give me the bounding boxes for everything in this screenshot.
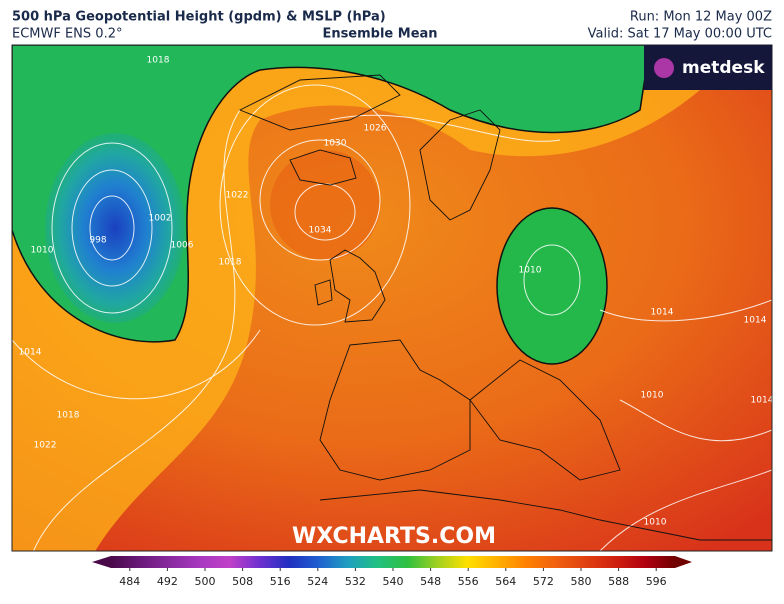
isobar-label: 1010	[519, 266, 542, 276]
isobar-label: 1010	[31, 246, 54, 256]
colorbar-end	[92, 556, 111, 568]
product: Ensemble Mean	[322, 27, 437, 42]
colorbar-tick-label: 540	[383, 575, 404, 588]
colorbar-tick-label: 508	[232, 575, 253, 588]
isobar-label: 1034	[309, 226, 332, 236]
isobar-label: 1018	[57, 411, 80, 421]
isobar-label: 1010	[641, 391, 664, 401]
colorbar-tick-label: 596	[646, 575, 667, 588]
colorbar-tick-label: 484	[119, 575, 140, 588]
colorbar-end	[675, 556, 692, 568]
colorbar-tick-label: 492	[157, 575, 178, 588]
isobar-label: 1018	[219, 258, 242, 268]
colorbar-tick-label: 524	[307, 575, 328, 588]
colorbar-tick-label: 572	[533, 575, 554, 588]
isobar-label: 998	[89, 236, 106, 246]
colorbar-scale	[111, 556, 675, 568]
isobar-label: 1022	[34, 441, 57, 451]
colorbar: 484 492 500 508 516 524 532 540 548 556 564 572 580 5…	[92, 556, 692, 588]
title: 500 hPa Geopotential Height (gpdm) & MSL…	[12, 10, 386, 25]
isobar-label: 1022	[226, 191, 249, 201]
colorbar-tick-label: 564	[495, 575, 516, 588]
colorbar-tick-label: 516	[270, 575, 291, 588]
isobar-label: 1030	[324, 139, 347, 149]
colorbar-tick-label: 580	[571, 575, 592, 588]
colorbar-tick-label: 532	[345, 575, 366, 588]
colorbar-tick-label: 556	[458, 575, 479, 588]
isobar-label: 1010	[644, 518, 667, 528]
logo: metdesk	[682, 58, 765, 78]
isobar-label: 1014	[651, 308, 674, 318]
isobar-label: 1018	[147, 56, 170, 66]
run-time: Run: Mon 12 May 00Z	[630, 10, 772, 25]
valid-time: Valid: Sat 17 May 00:00 UTC	[588, 27, 772, 42]
isobar-label: 1006	[171, 241, 194, 251]
isobar-label: 1002	[149, 214, 172, 224]
isobar-label: 1014	[744, 316, 767, 326]
colorbar-tick-label: 588	[608, 575, 629, 588]
isobar-label: 1014	[19, 348, 42, 358]
colorbar-tick-label: 500	[195, 575, 216, 588]
isobar-label: 1026	[364, 124, 387, 134]
colorbar-tick-label: 548	[420, 575, 441, 588]
isobar-label: 1014	[751, 396, 774, 406]
model: ECMWF ENS 0.2°	[12, 27, 122, 42]
watermark: WXCHARTS.COM	[292, 524, 496, 549]
map: 1018 1026 1030 1034 1022 1018 1002 1006 998 1010 1…	[12, 45, 774, 551]
